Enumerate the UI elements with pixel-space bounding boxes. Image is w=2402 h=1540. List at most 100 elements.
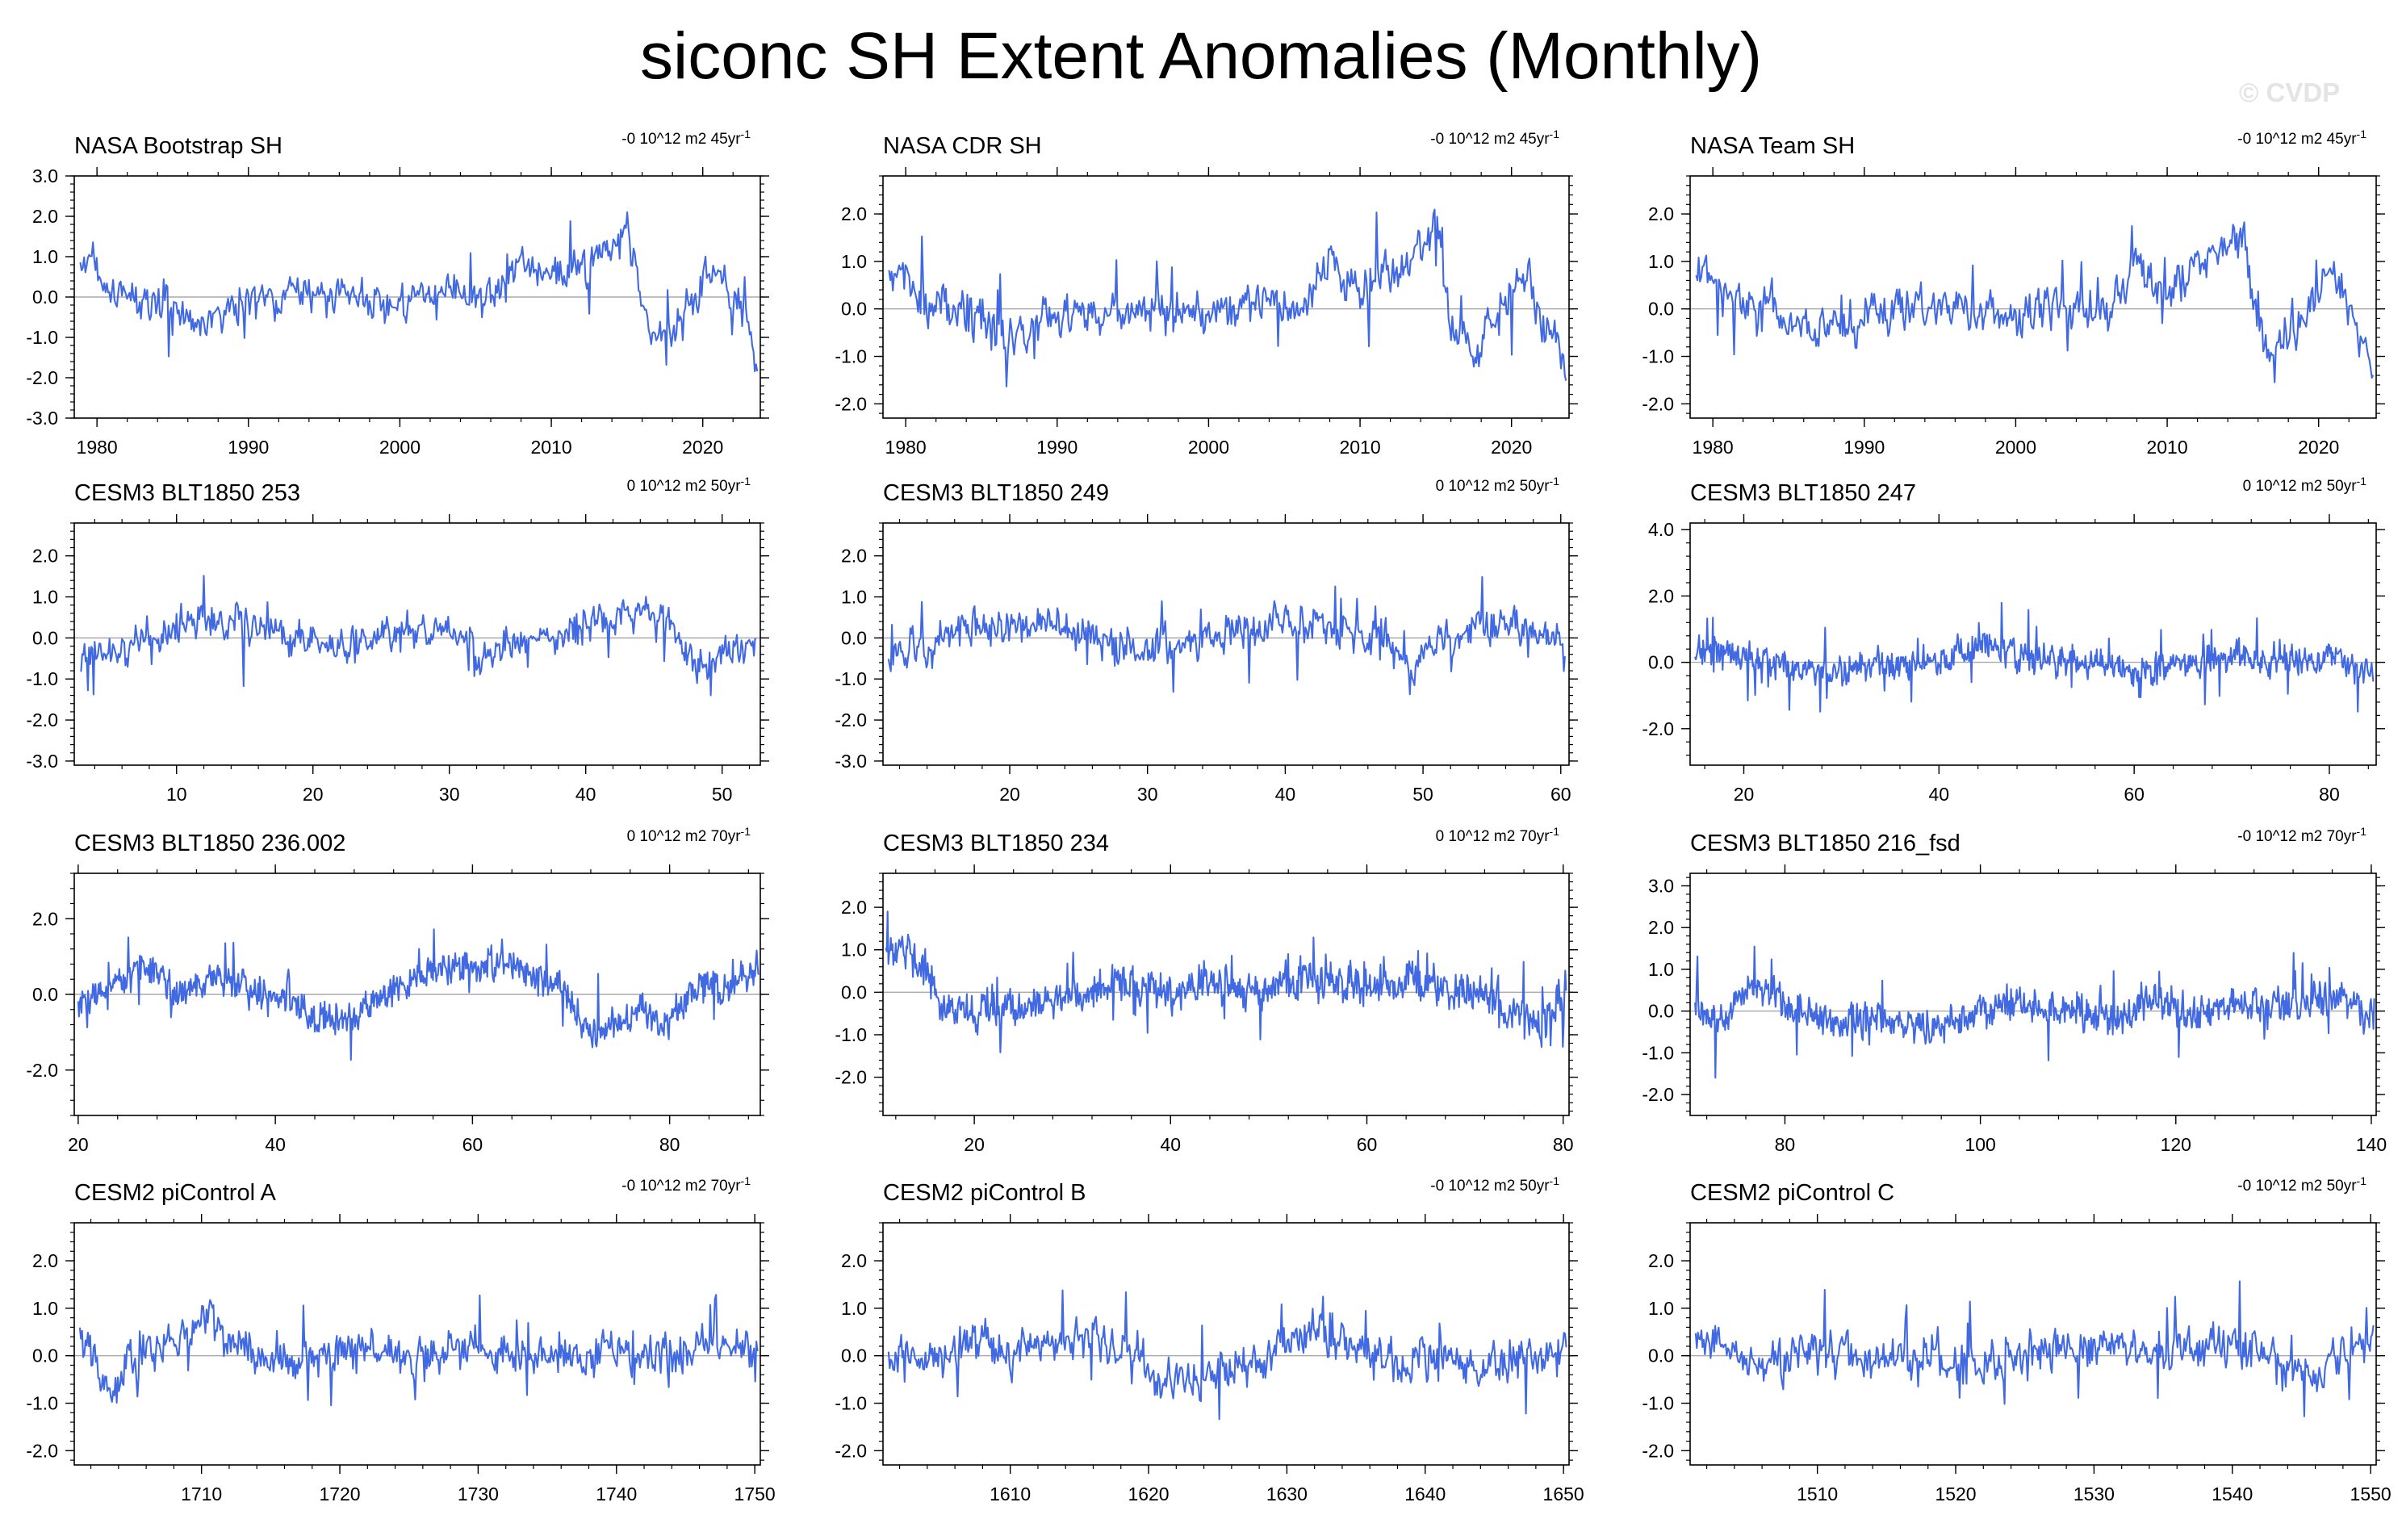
- trend-label: -0 10^12 m2 45yr-1: [621, 128, 751, 148]
- trend-label-superscript: -1: [2357, 128, 2367, 140]
- x-tick-label: 2000: [1995, 437, 2036, 458]
- x-tick-label: 20: [1734, 784, 1755, 805]
- trend-label: -0 10^12 m2 50yr-1: [2237, 1174, 2366, 1195]
- panel-title: CESM3 BLT1850 216_fsd: [1690, 831, 1961, 856]
- trend-label-superscript: -1: [741, 825, 751, 838]
- x-tick-label: 40: [265, 1134, 286, 1155]
- y-tick-label: 1.0: [841, 1298, 867, 1319]
- panel-title: NASA CDR SH: [883, 133, 1042, 159]
- plot-frame: [882, 522, 1570, 766]
- trend-label: -0 10^12 m2 70yr-1: [2237, 825, 2366, 845]
- x-tick-label: 80: [659, 1134, 680, 1155]
- trend-label-text: -0 10^12 m2 50yr: [2237, 1178, 2357, 1195]
- x-tick-label: 10: [166, 784, 187, 805]
- y-tick-label: -2.0: [835, 1067, 867, 1088]
- y-tick-label: -3.0: [835, 751, 867, 772]
- y-tick-label: 0.0: [32, 1345, 58, 1366]
- trend-label-text: -0 10^12 m2 70yr: [621, 1178, 741, 1195]
- y-tick-label: -2.0: [1642, 1084, 1674, 1105]
- y-tick-label: 3.0: [1648, 876, 1674, 897]
- plot-frame: [1689, 175, 2377, 419]
- trend-label: -0 10^12 m2 45yr-1: [2237, 128, 2366, 148]
- x-tick-label: 2020: [1491, 437, 1532, 458]
- trend-label-text: -0 10^12 m2 50yr: [1430, 1178, 1550, 1195]
- x-tick-label: 1990: [228, 437, 269, 458]
- y-tick-label: -1.0: [26, 327, 58, 348]
- panel-title: CESM2 piControl B: [883, 1180, 1086, 1206]
- series-line: [1694, 601, 2375, 713]
- y-tick-label: 0.0: [32, 287, 58, 308]
- x-tick-label: 1980: [77, 437, 118, 458]
- chart-panel: CESM2 piControl C -0 10^12 m2 50yr-1 1510 1…: [1642, 1174, 2391, 1504]
- x-tick-label: 1510: [1797, 1484, 1838, 1504]
- x-tick-label: 1550: [2350, 1484, 2392, 1504]
- chart-panel: CESM3 BLT1850 247 0 10^12 m2 50yr-1 20 40 60…: [1642, 475, 2385, 805]
- y-tick-label: -1.0: [1642, 1393, 1674, 1414]
- y-tick-label: 0.0: [32, 627, 58, 648]
- trend-label-superscript: -1: [1550, 1174, 1560, 1187]
- y-tick-label: -2.0: [26, 709, 58, 730]
- panel-title: NASA Team SH: [1690, 133, 1855, 159]
- series-line: [79, 211, 759, 373]
- chart-panel: CESM3 BLT1850 236.002 0 10^12 m2 70yr-1 20…: [26, 825, 769, 1155]
- x-tick-label: 60: [1357, 1134, 1378, 1155]
- trend-label-superscript: -1: [2357, 825, 2367, 838]
- y-tick-label: 2.0: [32, 546, 58, 567]
- panel-title: CESM3 BLT1850 247: [1690, 480, 1916, 506]
- y-tick-label: 1.0: [1648, 1298, 1674, 1319]
- chart-panel: CESM3 BLT1850 253 0 10^12 m2 50yr-1 10 20 30…: [26, 475, 769, 805]
- y-tick-label: 4.0: [1648, 519, 1674, 540]
- y-tick-label: 2.0: [841, 203, 867, 224]
- x-tick-label: 100: [1965, 1134, 1995, 1155]
- y-tick-label: 0.0: [1648, 1001, 1674, 1022]
- trend-label: -0 10^12 m2 45yr-1: [1430, 128, 1559, 148]
- y-tick-label: -1.0: [26, 1393, 58, 1414]
- trend-label-text: -0 10^12 m2 70yr: [2237, 828, 2357, 845]
- trend-label: -0 10^12 m2 50yr-1: [1430, 1174, 1559, 1195]
- trend-label-text: 0 10^12 m2 70yr: [627, 828, 742, 845]
- y-tick-label: 2.0: [1648, 203, 1674, 224]
- x-tick-label: 60: [2124, 784, 2145, 805]
- x-tick-label: 1990: [1843, 437, 1885, 458]
- y-tick-label: 1.0: [841, 251, 867, 272]
- x-tick-label: 80: [2319, 784, 2340, 805]
- x-tick-label: 1620: [1128, 1484, 1169, 1504]
- x-tick-label: 60: [1550, 784, 1571, 805]
- x-tick-label: 40: [1160, 1134, 1181, 1155]
- panel-title: NASA Bootstrap SH: [74, 133, 282, 159]
- series-line: [887, 575, 1566, 696]
- y-tick-label: 0.0: [841, 981, 867, 1002]
- x-tick-label: 2000: [379, 437, 421, 458]
- panel-title: CESM3 BLT1850 236.002: [74, 831, 345, 856]
- y-tick-label: 2.0: [32, 908, 58, 929]
- y-tick-label: -1.0: [1642, 346, 1674, 367]
- y-tick-label: -2.0: [26, 367, 58, 388]
- plot-frame: [882, 175, 1570, 419]
- y-tick-label: -2.0: [835, 393, 867, 414]
- y-tick-label: 0.0: [1648, 1345, 1674, 1366]
- chart-panel: CESM2 piControl B -0 10^12 m2 50yr-1 1610 1…: [835, 1174, 1584, 1504]
- y-tick-label: -2.0: [1642, 393, 1674, 414]
- y-tick-label: 0.0: [1648, 299, 1674, 320]
- series-line: [77, 928, 760, 1061]
- y-tick-label: -2.0: [835, 1440, 867, 1461]
- x-tick-label: 40: [575, 784, 596, 805]
- x-tick-label: 1530: [2074, 1484, 2115, 1504]
- x-tick-label: 40: [1929, 784, 1950, 805]
- trend-label-text: -0 10^12 m2 45yr: [2237, 131, 2357, 148]
- y-tick-label: 2.0: [1648, 585, 1674, 606]
- x-tick-label: 1650: [1543, 1484, 1584, 1504]
- trend-label-text: 0 10^12 m2 70yr: [1436, 828, 1550, 845]
- trend-label-superscript: -1: [2357, 475, 2367, 488]
- x-tick-label: 50: [712, 784, 733, 805]
- y-tick-label: -1.0: [835, 668, 867, 689]
- panel-title: CESM2 piControl A: [74, 1180, 276, 1206]
- x-tick-label: 1730: [458, 1484, 499, 1504]
- trend-label-text: -0 10^12 m2 45yr: [1430, 131, 1550, 148]
- plot-frame: [73, 522, 761, 766]
- x-tick-label: 120: [2161, 1134, 2191, 1155]
- y-tick-label: -2.0: [1642, 718, 1674, 739]
- trend-label: 0 10^12 m2 50yr-1: [1436, 475, 1560, 495]
- x-tick-label: 30: [439, 784, 460, 805]
- x-tick-label: 2000: [1188, 437, 1229, 458]
